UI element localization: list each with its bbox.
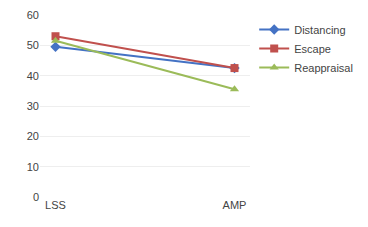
svg-text:40: 40 (27, 70, 39, 82)
svg-text:Reappraisal: Reappraisal (294, 62, 353, 74)
svg-text:LSS: LSS (45, 199, 66, 211)
svg-text:AMP: AMP (223, 199, 247, 211)
svg-text:0: 0 (33, 191, 39, 203)
svg-text:Distancing: Distancing (294, 24, 345, 36)
svg-text:50: 50 (27, 39, 39, 51)
svg-text:10: 10 (27, 161, 39, 173)
svg-text:60: 60 (27, 9, 39, 21)
svg-text:20: 20 (27, 130, 39, 142)
svg-text:30: 30 (27, 100, 39, 112)
svg-text:Escape: Escape (294, 43, 331, 55)
